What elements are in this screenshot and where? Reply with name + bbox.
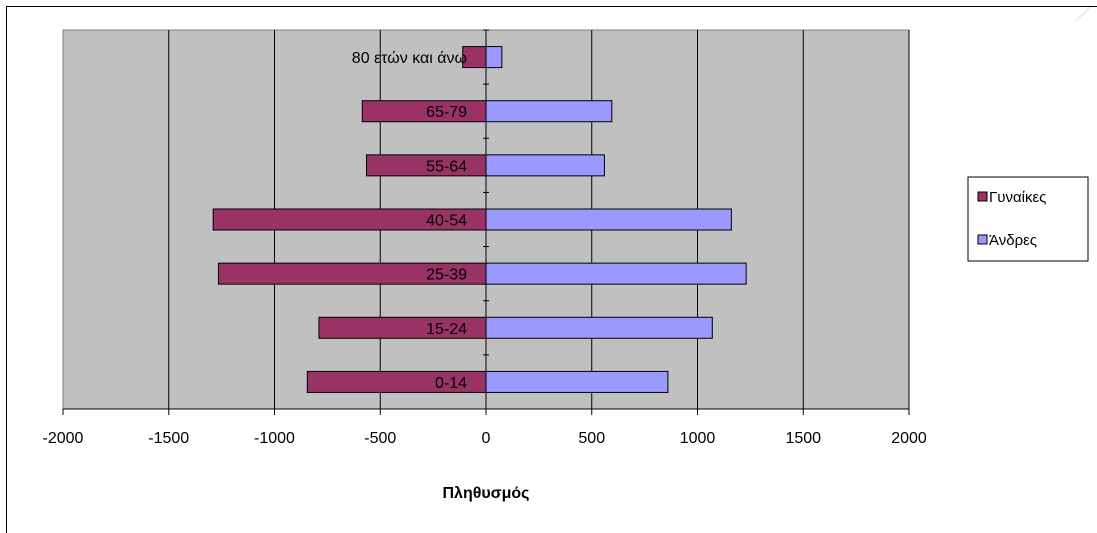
category-label: 40-54	[426, 213, 467, 230]
category-labels: 0-14 15-24 25-39 40-54 55-64 65-79 80 ετών και…	[352, 50, 467, 392]
x-tick-label: -1500	[148, 430, 189, 447]
bar-men	[485, 262, 747, 285]
legend-box	[967, 176, 1089, 262]
x-tick-label: -500	[364, 430, 396, 447]
legend-label-men: Άνδρες	[989, 232, 1037, 249]
x-tick-label: 1500	[785, 430, 821, 447]
x-tick-label: 500	[578, 430, 605, 447]
legend: Γυναίκες Άνδρες	[967, 176, 1089, 262]
bar-women	[361, 100, 487, 123]
bars	[212, 46, 747, 393]
x-tick-label: 0	[482, 430, 491, 447]
bar-men	[485, 100, 613, 123]
bar-men	[485, 154, 605, 177]
category-label: 65-79	[426, 104, 467, 121]
bar-men	[485, 46, 503, 69]
category-label: 80 ετών και άνω	[352, 50, 467, 67]
bar-men	[485, 370, 669, 393]
x-tick-label: -2000	[43, 430, 84, 447]
category-label: 55-64	[426, 158, 467, 175]
tick-labels: -2000 -1500 -1000 -500 0 500 1000 1500 2000	[43, 430, 927, 447]
bar-men	[485, 316, 713, 339]
corner-decoration	[1067, 7, 1097, 21]
x-tick-label: 2000	[891, 430, 927, 447]
category-label: 25-39	[426, 267, 467, 284]
legend-swatch-men	[977, 234, 988, 245]
bar-men	[485, 208, 732, 231]
category-label: 0-14	[435, 375, 467, 392]
legend-label-women: Γυναίκες	[989, 189, 1046, 206]
category-label: 15-24	[426, 321, 467, 338]
x-tick-label: -1000	[254, 430, 295, 447]
legend-swatch-women	[977, 191, 988, 202]
axes	[62, 29, 910, 415]
x-tick-label: 1000	[680, 430, 716, 447]
x-axis-title: Πληθυσμός	[442, 485, 529, 502]
